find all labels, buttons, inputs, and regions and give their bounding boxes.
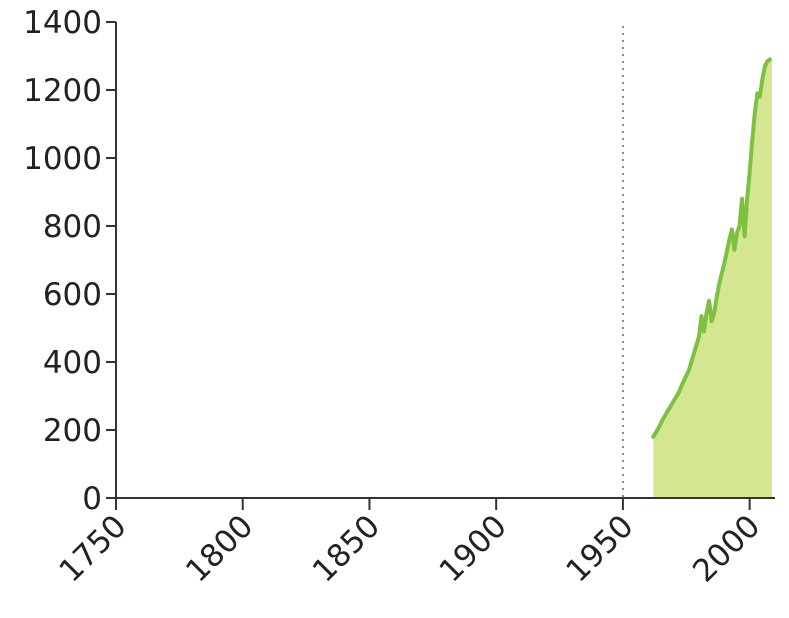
y-tick-label: 200 <box>43 413 102 449</box>
axes-group <box>106 21 775 510</box>
y-tick-label: 0 <box>82 481 102 517</box>
x-tick-label: 1850 <box>306 508 387 589</box>
y-tick-label: 1400 <box>23 5 102 41</box>
series-group <box>651 57 772 499</box>
y-tick-labels: 0 200 400 600 800 1000 1200 1400 <box>23 5 102 517</box>
x-tick-label: 1800 <box>179 508 260 589</box>
y-tick-label: 1200 <box>23 73 102 109</box>
series-area-0 <box>653 59 772 499</box>
y-tick-label: 400 <box>43 345 102 381</box>
x-tick-label: 2000 <box>686 508 767 589</box>
x-tick-label: 1900 <box>433 508 514 589</box>
x-tick-label: 1950 <box>559 508 640 589</box>
y-tick-label: 800 <box>43 209 102 245</box>
series-line-0 <box>651 57 772 439</box>
y-tick-label: 600 <box>43 277 102 313</box>
y-tick-label: 1000 <box>23 141 102 177</box>
x-tick-label: 1750 <box>52 508 133 589</box>
x-tick-labels: 1750 1800 1850 1900 1950 2000 <box>52 508 767 589</box>
